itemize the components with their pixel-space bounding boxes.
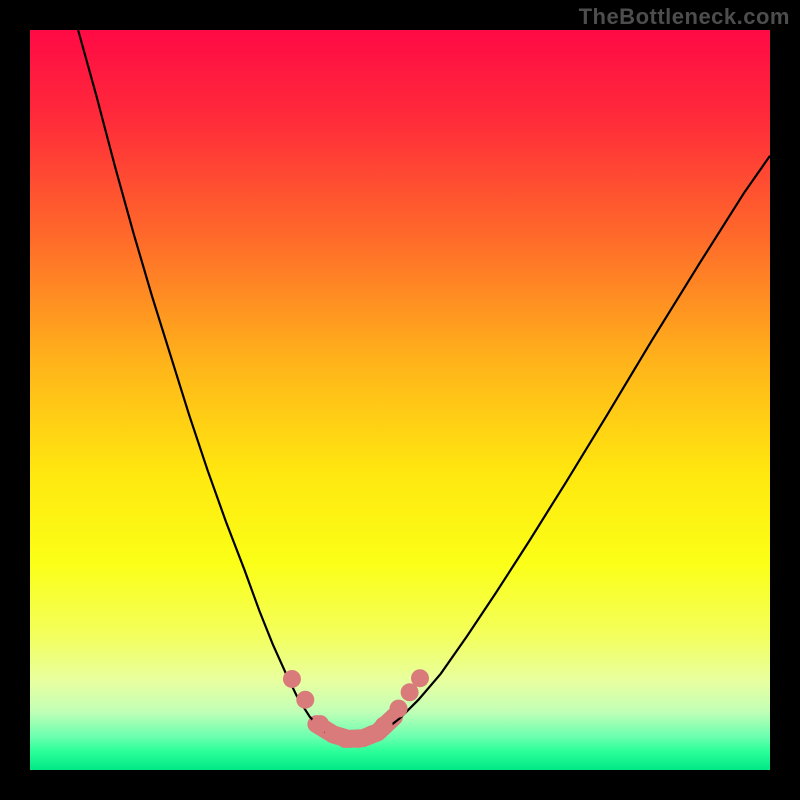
- watermark-text: TheBottleneck.com: [579, 4, 790, 30]
- plot-background: [30, 30, 770, 770]
- frame-border-left: [0, 0, 30, 800]
- chart-svg: [0, 0, 800, 800]
- chart-canvas: TheBottleneck.com: [0, 0, 800, 800]
- frame-border-bottom: [0, 770, 800, 800]
- frame-border-right: [770, 0, 800, 800]
